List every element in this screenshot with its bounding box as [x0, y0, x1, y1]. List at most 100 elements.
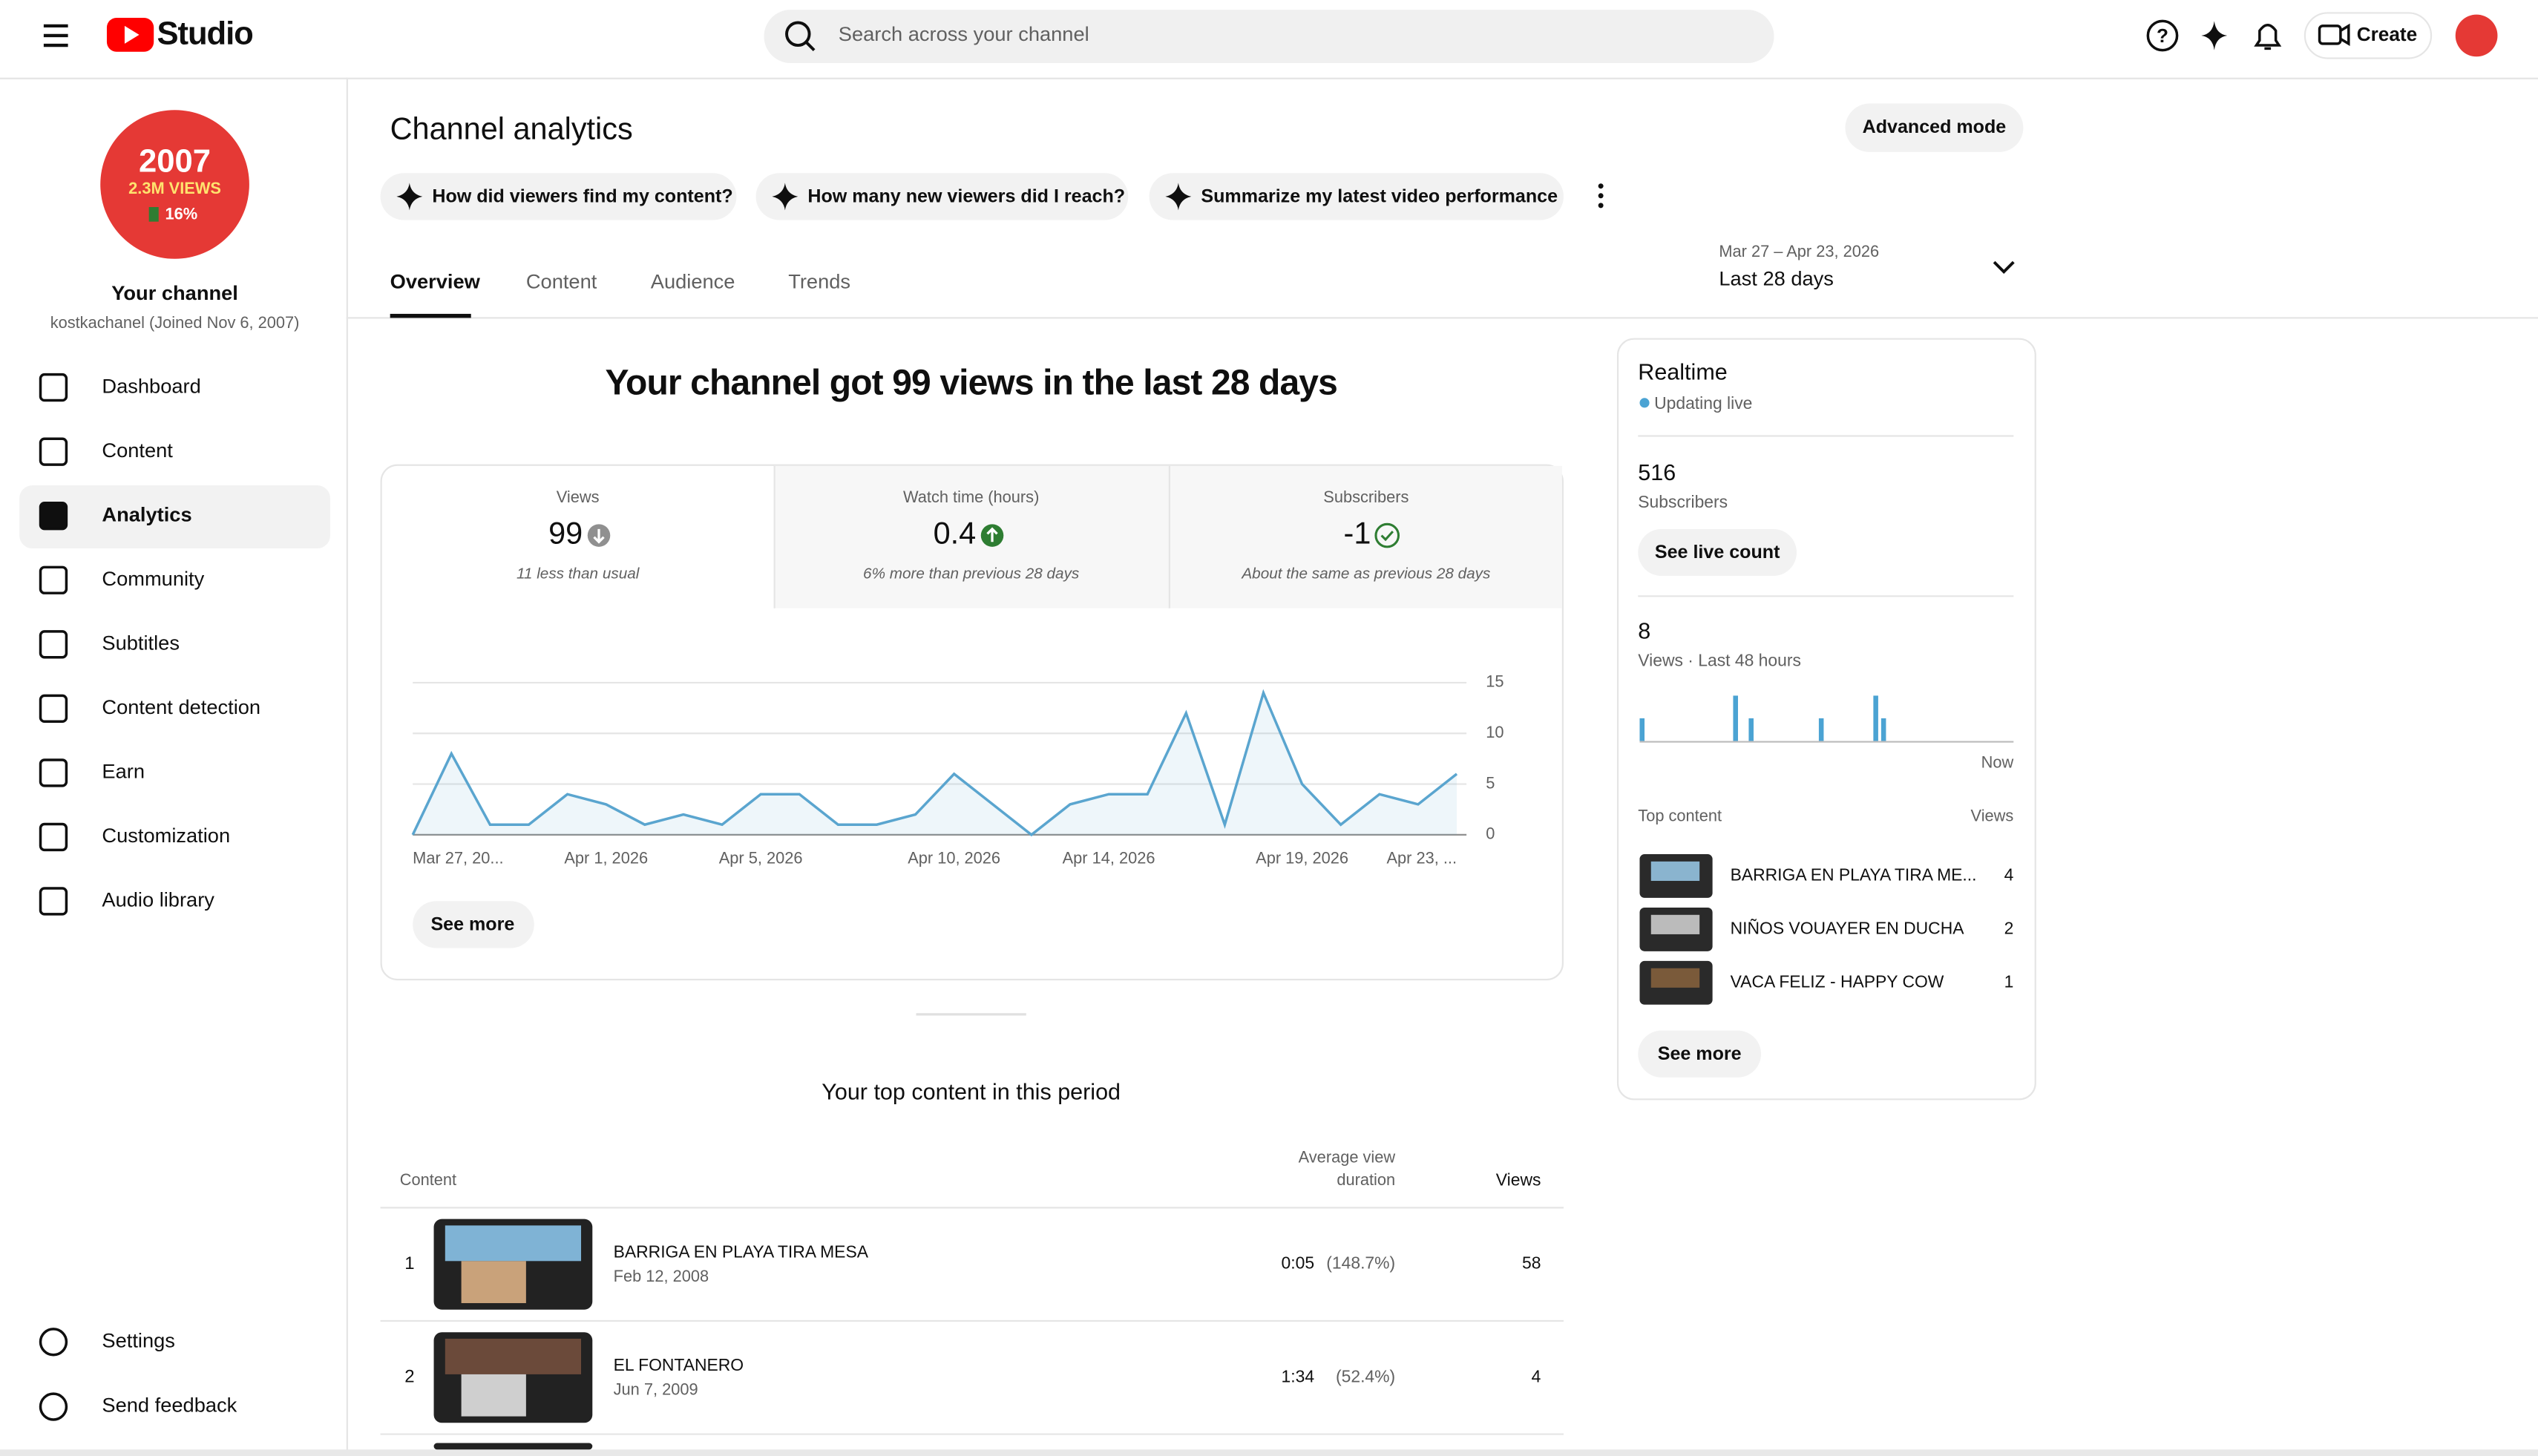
logo-text[interactable]: Studio: [157, 16, 254, 51]
nav-icon: [39, 437, 68, 466]
help-button[interactable]: [2146, 19, 2179, 52]
realtime-see-more-button[interactable]: [1638, 1030, 1762, 1078]
advanced-mode-label[interactable]: Advanced mode: [1863, 117, 2007, 137]
metric-label: Watch time (hours): [903, 488, 1039, 506]
channel-avatar[interactable]: [100, 110, 249, 259]
advanced-mode-button[interactable]: [1845, 103, 2024, 152]
top-content-label: Top content: [1638, 807, 1722, 825]
see-more-button[interactable]: [413, 901, 534, 948]
thumbnail-art: [461, 1374, 526, 1417]
headline: Your channel got 99 views in the last 28…: [605, 364, 1337, 403]
prompt-chip[interactable]: [380, 173, 737, 220]
column-header: Average view: [1299, 1148, 1396, 1167]
nav-item[interactable]: Content detection: [102, 695, 260, 718]
video-title[interactable]: NIÑOS VOUAYER EN DUCHA: [1731, 918, 1965, 937]
video-views: 1: [2004, 971, 2014, 991]
see-more-label[interactable]: See more: [430, 914, 514, 935]
views-label: Views · Last 48 hours: [1638, 651, 1801, 670]
prompt-label[interactable]: How did viewers find my content?: [432, 186, 732, 207]
search-icon: [785, 21, 811, 47]
video-title[interactable]: BARRIGA EN PLAYA TIRA MESA: [614, 1242, 869, 1261]
y-tick-label: 15: [1486, 672, 1504, 691]
prompt-chip[interactable]: [755, 173, 1129, 220]
menu-button[interactable]: [43, 24, 68, 47]
video-date: Feb 12, 2008: [614, 1267, 709, 1285]
nav-item[interactable]: Dashboard: [102, 374, 200, 397]
nav-item[interactable]: Send feedback: [102, 1394, 237, 1417]
thumbnail-art: [445, 1338, 582, 1374]
thumbnail-art: [1650, 861, 1700, 882]
tab[interactable]: Overview: [390, 270, 481, 293]
avatar-flag: [148, 207, 159, 222]
nav-icon: [39, 887, 68, 916]
chart-now-label: Now: [1981, 753, 2014, 772]
x-tick-label: Apr 5, 2026: [719, 848, 803, 867]
realtime-status: Updating live: [1654, 393, 1752, 413]
more-options[interactable]: [1598, 183, 1604, 209]
column-header: Content: [400, 1170, 456, 1189]
sparkle-icon: [1165, 183, 1192, 211]
see-live-count-button[interactable]: [1638, 528, 1797, 577]
thumbnail-art: [1650, 914, 1700, 934]
realtime-title: Realtime: [1638, 360, 1727, 385]
nav-item[interactable]: Earn: [102, 760, 145, 783]
nav-icon: [39, 694, 68, 724]
column-header: duration: [1337, 1170, 1395, 1189]
prompt-label[interactable]: How many new viewers did I reach?: [807, 186, 1125, 207]
nav-item[interactable]: Analytics: [102, 502, 191, 525]
avg-duration-pct: (52.4%): [1336, 1366, 1395, 1386]
tab[interactable]: Audience: [651, 270, 735, 293]
search-placeholder: Search across your channel: [839, 22, 1089, 45]
avatar-text: 16%: [165, 205, 197, 223]
date-dropdown[interactable]: [1993, 260, 2015, 275]
video-thumbnail: [433, 1443, 593, 1450]
tab-underline: [390, 313, 471, 318]
nav-icon: [39, 565, 68, 594]
nav-icon: [39, 502, 68, 531]
nav-item[interactable]: Settings: [102, 1329, 174, 1352]
nav-selected-bg: [19, 485, 330, 549]
video-title[interactable]: BARRIGA EN PLAYA TIRA ME...: [1731, 865, 1977, 885]
avg-duration-pct: (148.7%): [1326, 1253, 1395, 1273]
thumbnail-art: [461, 1261, 526, 1303]
metric-note: About the same as previous 28 days: [1240, 565, 1490, 582]
metric-label: Views: [557, 488, 600, 506]
nav-item[interactable]: Customization: [102, 824, 230, 847]
nav-icon: [39, 1328, 68, 1357]
nav-item[interactable]: Community: [102, 567, 204, 590]
search-icon-handle: [804, 41, 816, 51]
create-icon-lens: [2340, 23, 2350, 46]
video-title[interactable]: EL FONTANERO: [614, 1355, 744, 1374]
notifications-button[interactable]: [2254, 24, 2282, 50]
tab[interactable]: Content: [526, 270, 597, 293]
account-avatar[interactable]: [2455, 14, 2498, 57]
see-more-label[interactable]: See more: [1658, 1043, 1742, 1064]
section-title: Your top content in this period: [822, 1080, 1121, 1105]
prompt-chip[interactable]: [1149, 173, 1564, 220]
realtime-bar: [1748, 718, 1754, 741]
x-tick-label: Apr 23, ...: [1386, 848, 1457, 867]
x-tick-label: Mar 27, 20...: [413, 848, 503, 867]
see-live-count-label[interactable]: See live count: [1655, 542, 1780, 563]
prompt-label[interactable]: Summarize my latest video performance: [1201, 186, 1558, 207]
thumbnail-art: [1650, 968, 1700, 988]
video-title[interactable]: VACA FELIZ - HAPPY COW: [1731, 971, 1944, 991]
tab[interactable]: Trends: [788, 270, 850, 293]
create-button[interactable]: [2303, 12, 2433, 59]
avg-duration: 0:05: [1282, 1253, 1315, 1273]
video-views: 4: [2004, 865, 2014, 885]
views-header: Views: [1971, 807, 2014, 825]
nav-item[interactable]: Audio library: [102, 888, 214, 911]
date-period: Last 28 days: [1719, 266, 1834, 289]
nav-item[interactable]: Content: [102, 439, 173, 462]
line: [411, 689, 1458, 837]
nav-item[interactable]: Subtitles: [102, 632, 180, 655]
ai-button[interactable]: [2201, 21, 2228, 50]
create-label[interactable]: Create: [2357, 23, 2417, 45]
line-area: [413, 692, 1457, 835]
row-rank: 1: [404, 1253, 414, 1273]
search-box[interactable]: [764, 10, 1774, 64]
